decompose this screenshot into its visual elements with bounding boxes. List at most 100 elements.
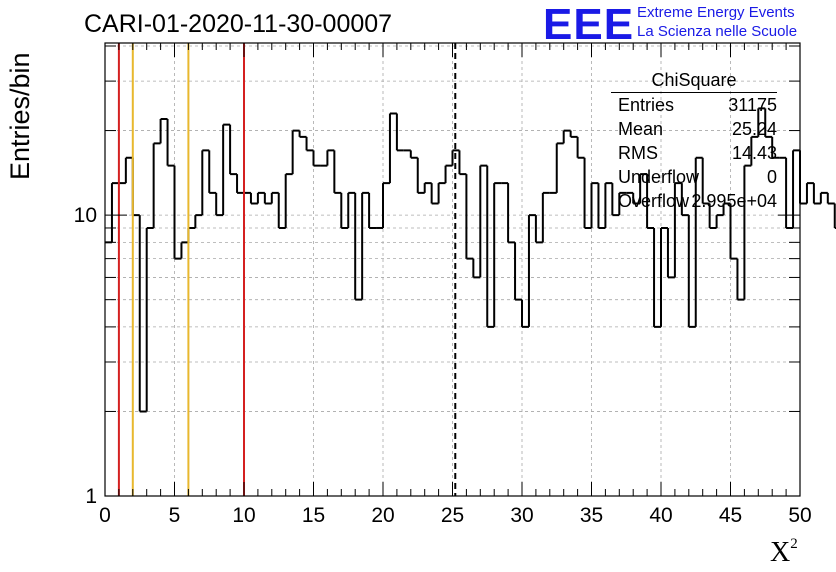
logo-line-1: Extreme Energy Events: [637, 4, 795, 21]
histogram-bin: [555, 142, 564, 193]
histogram-bin: [632, 192, 641, 205]
x-tick-label: 45: [719, 504, 742, 527]
x-tick-label: 15: [302, 504, 325, 527]
histogram-bin: [277, 192, 286, 229]
histogram-bin: [527, 214, 536, 327]
histogram-bin: [229, 124, 238, 176]
histogram-bin: [145, 226, 154, 412]
histogram-bin: [507, 183, 516, 244]
histogram-bin: [819, 191, 828, 204]
histogram-bin: [159, 117, 168, 144]
histogram-bin: [340, 192, 349, 229]
histogram-bin: [715, 214, 724, 228]
x-tick-label: 25: [441, 504, 464, 527]
histogram-bin: [722, 202, 731, 216]
histogram-bin: [493, 182, 502, 327]
histogram-bin: [639, 173, 648, 204]
histogram-bin: [812, 183, 821, 205]
histogram-bin: [354, 192, 363, 301]
y-tick-label: 1: [85, 485, 97, 508]
histogram-bin: [646, 174, 655, 229]
histogram-bin: [347, 191, 356, 228]
stats-row-rms: RMS 14.43: [618, 143, 777, 163]
axis-ticks: [104, 43, 801, 497]
histogram-bin: [423, 182, 432, 193]
histogram-bin: [437, 182, 446, 204]
histogram-bin: [680, 183, 689, 217]
histogram-bin: [785, 157, 794, 229]
histogram-bin: [284, 173, 293, 228]
histogram-bin: [757, 107, 766, 137]
grid-lines: [105, 43, 800, 496]
histogram-bin: [194, 214, 203, 228]
histogram-bin: [388, 112, 397, 184]
histogram-bin: [792, 149, 800, 228]
histogram-bin: [694, 156, 703, 327]
histogram-bin: [382, 182, 390, 228]
x-tick-label: 30: [510, 504, 533, 527]
histogram-bin: [361, 191, 370, 300]
histogram-bin: [180, 241, 189, 259]
stats-box: ChiSquare Entries 31175 Mean 25.24 RMS 14.4…: [611, 68, 777, 213]
y-tick-label: 10: [74, 204, 97, 227]
histogram-bin: [472, 258, 481, 279]
x-tick-label: 10: [232, 504, 255, 527]
stats-row-mean: Mean 25.24: [618, 119, 777, 139]
x-tick-label: 35: [580, 504, 603, 527]
histogram-bin: [479, 164, 488, 278]
histogram-series: [105, 107, 836, 413]
stats-row-entries: Entries 31175: [618, 95, 777, 115]
histogram-bin: [673, 182, 682, 278]
reference-lines: [117, 43, 457, 496]
histogram-bin: [131, 157, 140, 217]
histogram-bin: [826, 192, 835, 205]
chart-title: CARI-01-2020-11-30-00007: [84, 10, 393, 38]
x-axis-label: X2: [770, 536, 798, 568]
histogram-bin: [451, 149, 460, 166]
histogram-bin: [333, 150, 342, 194]
histogram-bin: [597, 183, 606, 229]
x-tick-label: 5: [169, 504, 181, 527]
histogram-bin: [486, 165, 495, 328]
histogram-bin: [750, 135, 759, 166]
histogram-bin: [736, 258, 745, 301]
histogram-bin: [771, 136, 780, 159]
histogram-bin: [270, 191, 279, 204]
y-axis-label: Entries/bin: [5, 52, 35, 180]
histogram-bin: [618, 191, 627, 216]
histogram-bin: [541, 191, 550, 243]
histogram-bin: [249, 192, 258, 205]
histogram-bin: [263, 192, 272, 205]
histogram-bin: [409, 150, 418, 159]
histogram-bin: [173, 165, 182, 260]
histogram-bin: [805, 182, 814, 204]
stats-title: ChiSquare: [611, 68, 777, 93]
histogram-bin: [416, 157, 425, 194]
histogram-bin: [687, 215, 696, 328]
histogram-bin: [208, 150, 217, 194]
x-tick-label: 40: [649, 504, 672, 527]
histogram-bin: [395, 113, 404, 152]
histogram-bin: [743, 164, 752, 300]
histogram-bin: [298, 130, 307, 138]
histogram-bin: [660, 226, 668, 327]
histogram-bin: [701, 157, 710, 205]
histogram-bin: [569, 130, 578, 138]
histogram-bin: [236, 174, 244, 194]
histogram-bin: [583, 157, 592, 229]
histogram-bin: [729, 203, 738, 260]
histogram-bin: [326, 149, 335, 166]
histogram-bin: [138, 215, 147, 413]
histogram-bin: [653, 227, 661, 328]
histogram-bin: [110, 182, 119, 243]
histogram-bin: [521, 299, 529, 328]
histogram-bin: [187, 226, 196, 243]
x-tick-label: 50: [788, 504, 811, 527]
histogram-bin: [222, 123, 231, 216]
histogram-bin: [152, 142, 161, 228]
histogram-bin: [444, 164, 453, 184]
histogram-bin: [708, 203, 717, 229]
logo-line-2: La Scienza nelle Scuole: [637, 23, 798, 40]
histogram-bin: [666, 227, 675, 279]
